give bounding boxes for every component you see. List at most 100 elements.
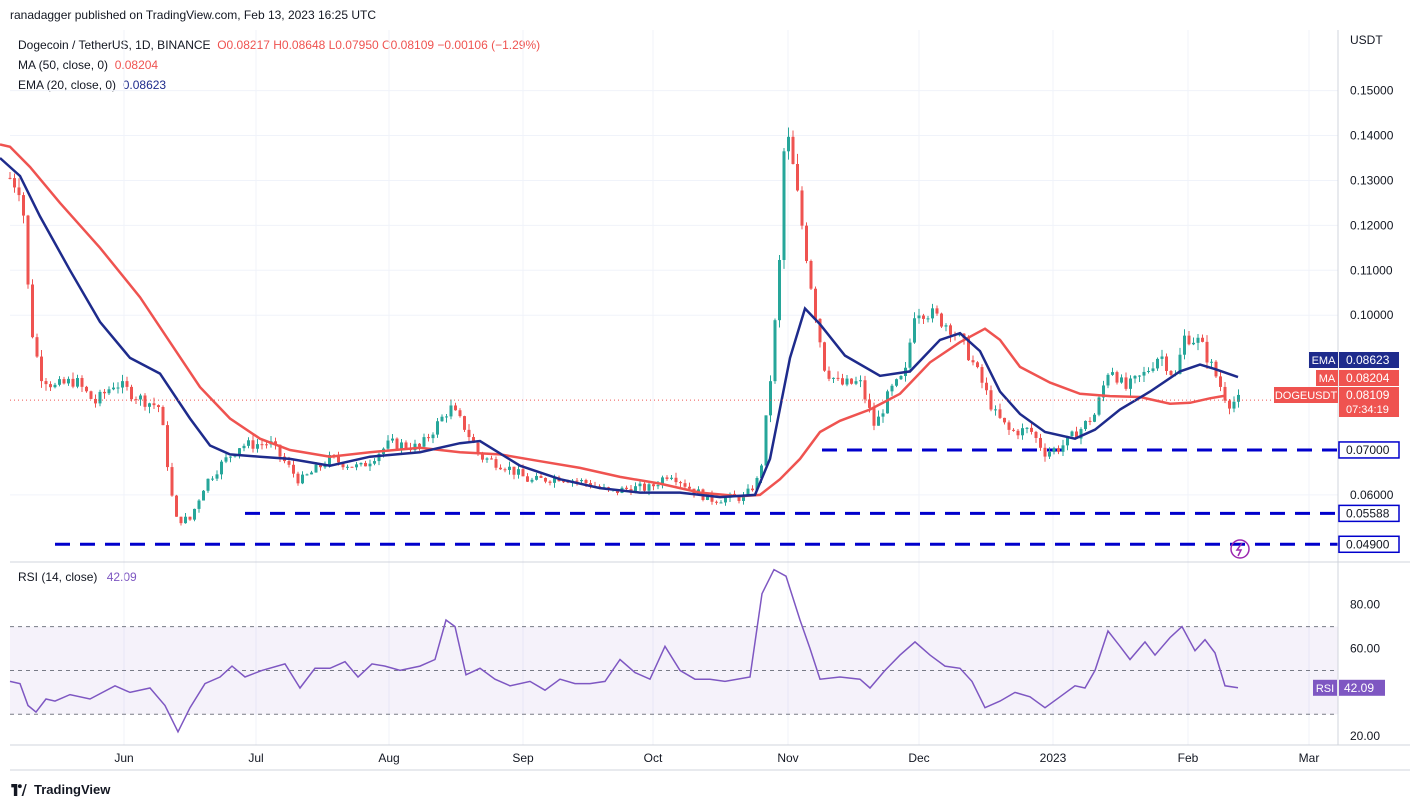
rsi-label[interactable]: RSI (14, close) <box>18 570 98 584</box>
time-axis-label: Mar <box>1299 751 1320 765</box>
support-level-tag <box>1338 441 1400 459</box>
price-axis-unit: USDT <box>1350 33 1383 47</box>
candle-body <box>1088 420 1092 422</box>
candle-body <box>634 486 637 493</box>
candle-body <box>175 495 178 517</box>
candle-body <box>823 342 826 371</box>
candle-body <box>449 405 453 417</box>
tradingview-brand[interactable]: TradingView <box>10 782 110 797</box>
candle-body <box>1205 341 1209 363</box>
candle-body <box>1237 394 1240 402</box>
ma-50-line <box>0 143 1225 498</box>
candle-body <box>1093 414 1096 422</box>
price-axis-label: 0.13000 <box>1350 173 1394 187</box>
rsi-tag-value-box <box>1339 679 1385 696</box>
candle-body <box>152 403 156 406</box>
candle-body <box>211 478 214 480</box>
candle-body <box>166 425 169 468</box>
candle-body <box>539 475 543 478</box>
candle-body <box>674 477 678 483</box>
candle-body <box>26 215 30 285</box>
candle-body <box>580 480 583 482</box>
candle-body <box>530 479 534 482</box>
price-tags: 0.07000 0.05588 0.04900 EMA 0.08623 MA 0.08204… <box>1274 352 1400 696</box>
candle-body <box>494 459 498 468</box>
candle-body <box>773 320 777 382</box>
candle-body <box>346 466 349 468</box>
price-tag-value-box <box>1339 387 1399 417</box>
candle-body <box>359 462 363 465</box>
candle-body <box>854 381 858 384</box>
candle-body <box>386 440 390 449</box>
candle-body <box>859 380 862 382</box>
candle-body <box>67 378 70 384</box>
candle-body <box>112 387 115 390</box>
candle-body <box>121 381 124 388</box>
candle-body <box>481 453 484 460</box>
rsi-axis-label: 80.00 <box>1350 598 1380 612</box>
price-tag-label-box <box>1316 370 1338 386</box>
price-tag-value: 0.08204 <box>1346 371 1390 385</box>
candle-body <box>1196 337 1200 343</box>
tradingview-logo-icon <box>11 783 27 796</box>
alert-icon[interactable] <box>1230 539 1250 559</box>
candle-body <box>796 163 799 191</box>
candle-body <box>737 496 741 501</box>
candle-body <box>638 483 642 487</box>
candle-body <box>989 390 993 410</box>
rsi-tag-label: RSI <box>1316 683 1334 695</box>
candle-body <box>805 225 808 261</box>
candle-body <box>242 445 246 449</box>
candle-body <box>652 484 655 487</box>
time-axis-label: Sep <box>512 751 534 765</box>
candle-body <box>949 325 952 335</box>
candle-body <box>1169 370 1173 375</box>
candle-body <box>908 342 912 368</box>
candle-body <box>746 488 750 495</box>
candle-body <box>913 318 916 343</box>
candle-body <box>395 438 399 449</box>
ma-label[interactable]: MA (50, close, 0) <box>18 58 109 72</box>
candle-body <box>998 409 1002 418</box>
candle-body <box>503 469 507 471</box>
candle-body <box>265 444 268 446</box>
candle-body <box>22 195 25 216</box>
ema-label[interactable]: EMA (20, close, 0) <box>18 78 117 92</box>
candle-body <box>1066 436 1069 446</box>
candle-body <box>1061 445 1065 452</box>
candle-body <box>944 325 948 327</box>
candle-body <box>809 260 813 289</box>
candle-body <box>328 454 331 466</box>
candle-body <box>499 467 502 470</box>
candle-body <box>485 458 489 460</box>
candle-body <box>836 377 840 379</box>
candle-body <box>1129 378 1132 389</box>
symbol-title[interactable]: Dogecoin / TetherUS, 1D, BINANCE <box>18 38 211 52</box>
candle-body <box>1156 358 1159 369</box>
candle-body <box>31 284 34 338</box>
candle-body <box>472 437 475 443</box>
ma-row: MA (50, close, 0) 0.08204 <box>18 55 540 75</box>
rsi-tag-value: 42.09 <box>1344 681 1374 695</box>
candle-body <box>976 362 979 368</box>
candle-body <box>877 416 880 426</box>
candle-body <box>1052 448 1056 452</box>
ma-value: 0.08204 <box>114 58 159 72</box>
candle-body <box>310 472 313 475</box>
candle-body <box>400 442 403 449</box>
candle-body <box>364 462 367 467</box>
candle-body <box>188 516 192 520</box>
candle-body <box>535 475 538 480</box>
candle-body <box>490 458 493 460</box>
price-axis-label: 0.12000 <box>1350 218 1394 232</box>
candle-body <box>967 338 970 361</box>
candle-body <box>868 399 871 408</box>
candle-body <box>508 466 511 470</box>
candle-body <box>445 416 448 418</box>
rsi-tag-label-box <box>1313 679 1337 696</box>
price-axis-label: 0.10000 <box>1350 308 1394 322</box>
candle-body <box>1048 451 1051 457</box>
price-tag-value: 0.08623 <box>1346 353 1390 367</box>
candle-body <box>760 465 763 479</box>
